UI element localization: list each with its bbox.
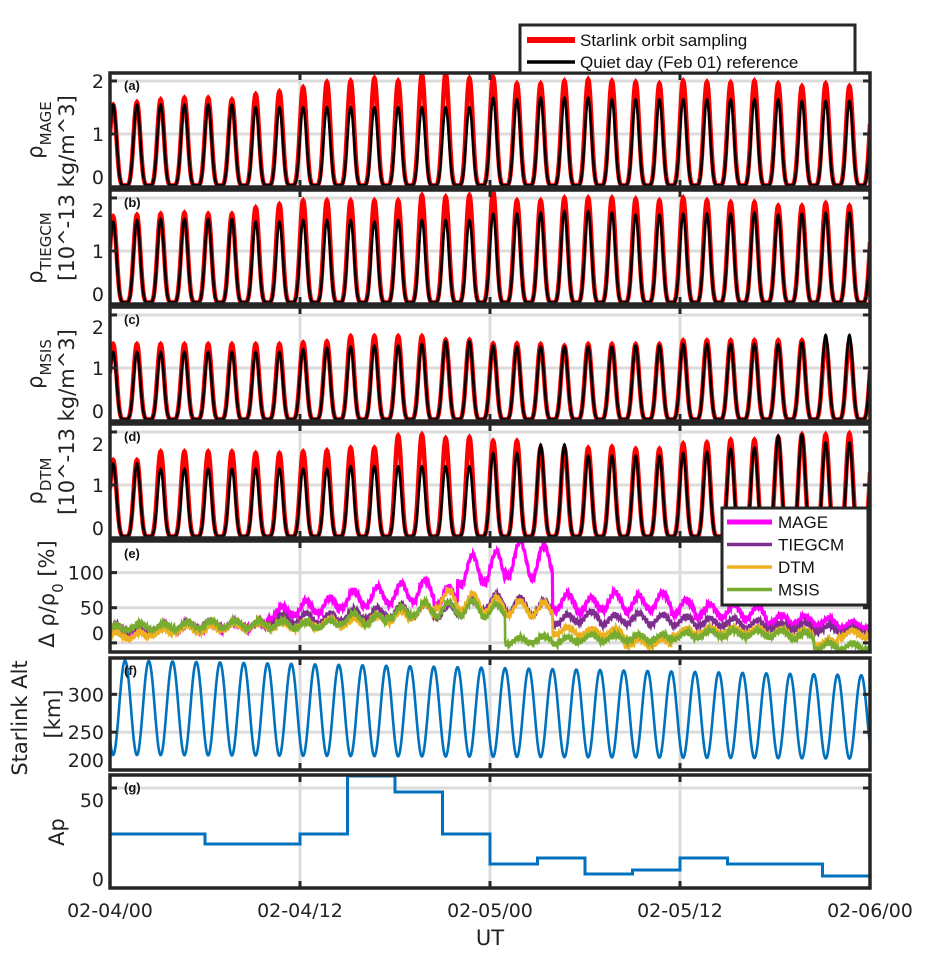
panel-f: 200 250 300 (f)	[68, 656, 872, 772]
y-tick-label: 0	[92, 518, 104, 540]
y-tick-label: 250	[68, 722, 104, 744]
panel-label: (f)	[124, 663, 137, 678]
panel-label: (d)	[124, 429, 141, 444]
y-label-percent: Δ ρ/ρ0 [%]	[35, 540, 67, 647]
y-label-mage: ρMAGE	[23, 101, 55, 158]
panel-c: 0 1 2 (c)	[92, 305, 872, 423]
label-part: [km]	[41, 689, 65, 738]
y-tick-label: 0	[92, 284, 104, 306]
panel-b: 0 1 2 (b)	[92, 188, 872, 306]
percent-line-msis	[110, 595, 870, 652]
plot-area	[110, 775, 870, 878]
legend-entry: Quiet day (Feb 01) reference	[580, 53, 798, 72]
model-legend: MAGE TIEGCM DTM MSIS	[720, 506, 870, 607]
legend-entry: DTM	[778, 558, 815, 577]
y-tick-label: 0	[92, 401, 104, 423]
y-tick-label: 200	[68, 750, 104, 772]
y-label-altitude: Starlink Alt	[8, 660, 32, 775]
label-part: MAGE	[37, 101, 55, 145]
panel-label: (g)	[124, 780, 141, 795]
altitude-line	[110, 659, 870, 760]
label-part: ρ	[23, 376, 47, 389]
y-label-tiegcm: ρTIEGCM	[23, 212, 55, 283]
y-tick-label: 2	[92, 434, 104, 456]
y-tick-label: 300	[68, 684, 104, 706]
ap-step-line	[110, 775, 870, 878]
plot-area	[110, 659, 870, 760]
plot-area	[110, 541, 870, 652]
legend-entry: Starlink orbit sampling	[580, 31, 747, 50]
panel-label: (e)	[124, 546, 140, 561]
label-part: Δ ρ/ρ	[35, 593, 59, 648]
label-part: 0	[49, 583, 67, 593]
y-tick-label: 2	[92, 317, 104, 339]
label-part: MSIS	[37, 339, 55, 375]
label-part: ρ	[23, 491, 47, 504]
panel-g: 0 50 (g)	[80, 773, 872, 891]
legend-box	[518, 23, 857, 75]
x-tick-label: 02-06/00	[827, 900, 913, 922]
y-label-unit-cd: [10^-13 kg/m^3]	[55, 329, 79, 515]
y-tick-label: 2	[92, 200, 104, 222]
y-tick-label: 0	[92, 623, 104, 645]
x-tick-label: 02-04/12	[257, 900, 343, 922]
panel-label: (b)	[124, 195, 141, 210]
y-tick-label: 0	[92, 167, 104, 189]
x-tick-label: 02-04/00	[67, 900, 153, 922]
x-tick-label: 02-05/12	[637, 900, 723, 922]
y-label-msis: ρMSIS	[23, 339, 55, 389]
label-part: DTM	[37, 458, 55, 492]
label-part: ρ	[23, 145, 47, 158]
label-part: Ap	[45, 818, 69, 846]
y-tick-label: 1	[92, 241, 104, 263]
y-tick-label: 100	[68, 563, 104, 585]
label-part: TIEGCM	[37, 212, 55, 271]
x-tick-label: 02-05/00	[447, 900, 533, 922]
y-tick-label: 1	[92, 475, 104, 497]
y-tick-label: 50	[80, 790, 104, 812]
label-part: ρ	[23, 270, 47, 283]
y-tick-label: 50	[80, 598, 104, 620]
y-label-unit-ab: [10^-13 kg/m^3]	[55, 95, 79, 281]
y-tick-label: 2	[92, 71, 104, 93]
y-tick-label: 1	[92, 358, 104, 380]
panel-a: 0 1 2 (a)	[92, 71, 872, 189]
panel-label: (c)	[124, 312, 140, 327]
label-part: Starlink Alt	[8, 660, 32, 775]
label-part: [%]	[35, 540, 59, 583]
y-label-altitude-unit: [km]	[41, 689, 65, 738]
x-axis-label: UT	[476, 926, 504, 950]
density-legend: Starlink orbit sampling Quiet day (Feb 01…	[518, 23, 857, 75]
y-label-ap: Ap	[45, 818, 69, 846]
legend-entry: MAGE	[778, 513, 828, 532]
panel-label: (a)	[124, 78, 140, 93]
y-tick-label: 0	[92, 869, 104, 891]
y-label-dtm: ρDTM	[23, 458, 55, 505]
legend-entry: TIEGCM	[778, 536, 844, 555]
y-tick-label: 1	[92, 124, 104, 146]
legend-entry: MSIS	[778, 581, 820, 600]
